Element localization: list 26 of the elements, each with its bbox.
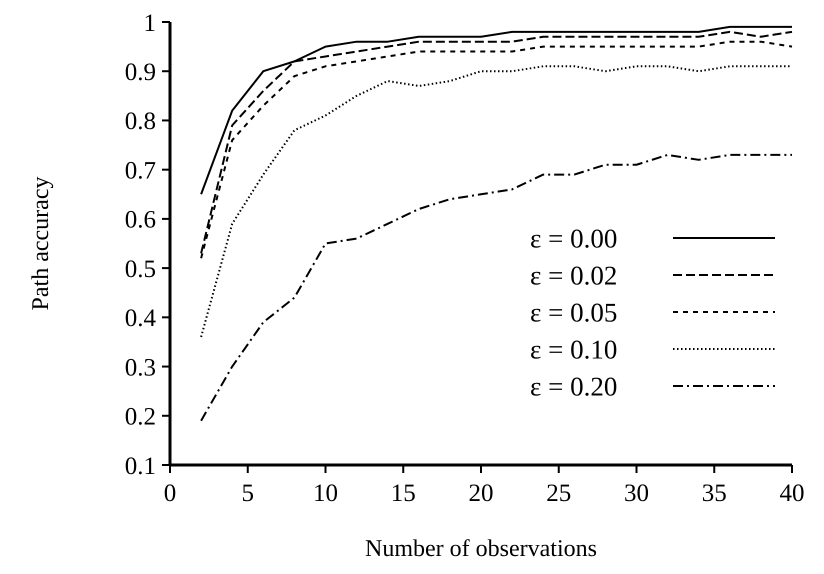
- x-tick-label: 40: [780, 480, 804, 507]
- y-tick-label: 0.9: [124, 58, 156, 86]
- legend-label: ε = 0.00: [530, 223, 618, 254]
- x-tick-label: 35: [702, 480, 727, 507]
- x-tick-label: 5: [242, 480, 254, 507]
- x-tick-label: 25: [546, 480, 572, 507]
- y-tick-label: 0.1: [124, 452, 156, 480]
- x-tick-label: 30: [624, 480, 649, 507]
- y-tick-label: 1: [144, 10, 156, 37]
- y-axis-title: Path accuracy: [28, 176, 54, 310]
- legend-label: ε = 0.02: [530, 260, 618, 290]
- legend-label: ε = 0.10: [530, 334, 618, 364]
- y-tick-label: 0.3: [124, 354, 156, 382]
- x-axis-title: Number of observations: [365, 536, 597, 562]
- x-tick-label: 0: [164, 480, 176, 507]
- legend-label: ε = 0.20: [530, 371, 618, 402]
- y-tick-label: 0.6: [124, 206, 156, 234]
- x-tick-label: 20: [468, 480, 494, 507]
- y-tick-label: 0.2: [124, 404, 156, 431]
- y-tick-label: 0.5: [124, 256, 156, 283]
- y-tick-label: 0.4: [124, 305, 156, 332]
- y-tick-label: 0.8: [124, 108, 156, 136]
- x-tick-label: 10: [313, 480, 338, 507]
- x-tick-label: 15: [390, 480, 416, 507]
- legend-label: ε = 0.05: [530, 297, 618, 328]
- y-tick-label: 0.7: [124, 157, 156, 184]
